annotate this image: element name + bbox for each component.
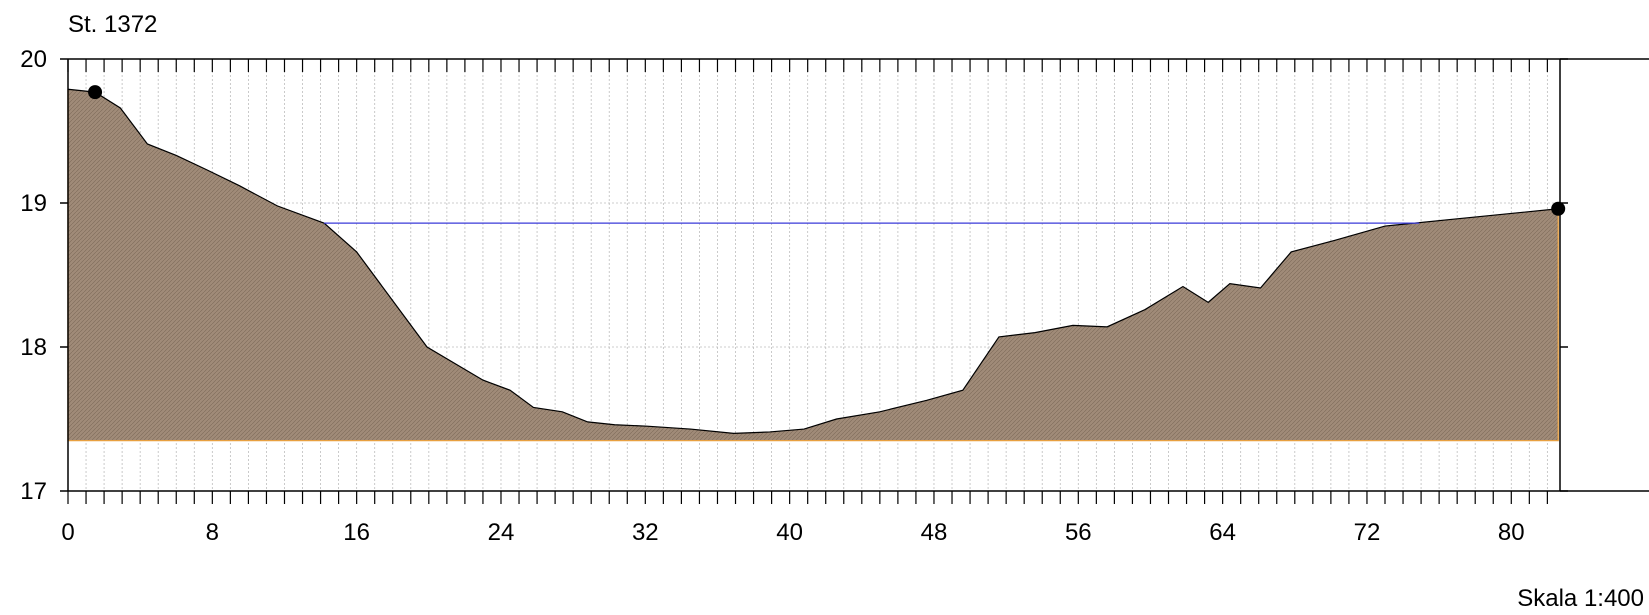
x-tick-label: 48 — [921, 519, 948, 546]
y-tick-label: 17 — [20, 478, 47, 505]
point-marker — [1551, 201, 1566, 216]
point-marker — [88, 85, 103, 100]
y-tick-label: 20 — [20, 46, 47, 73]
ground-profile-line — [67, 88, 1559, 435]
terrain-fill — [68, 89, 1559, 441]
y-tick-label: 18 — [20, 334, 47, 361]
axis-ticks — [60, 58, 1568, 504]
terrain-area — [67, 88, 1559, 442]
x-tick-label: 24 — [488, 519, 515, 546]
x-tick-label: 56 — [1065, 519, 1092, 546]
chart-title: St. 1372 — [68, 11, 157, 38]
x-tick-label: 80 — [1498, 519, 1525, 546]
x-tick-label: 16 — [343, 519, 370, 546]
point-markers — [88, 85, 1566, 216]
x-tick-label: 8 — [206, 519, 219, 546]
x-tick-label: 0 — [61, 519, 74, 546]
x-tick-label: 32 — [632, 519, 659, 546]
y-tick-label: 19 — [20, 190, 47, 217]
x-tick-label: 64 — [1209, 519, 1236, 546]
x-tick-label: 40 — [776, 519, 803, 546]
scale-label: Skala 1:400 — [1517, 585, 1644, 612]
x-tick-label: 72 — [1354, 519, 1381, 546]
axis-labels: 0 8 16 24 32 40 48 56 64 72 80 17 18 19 20 — [20, 46, 1524, 546]
